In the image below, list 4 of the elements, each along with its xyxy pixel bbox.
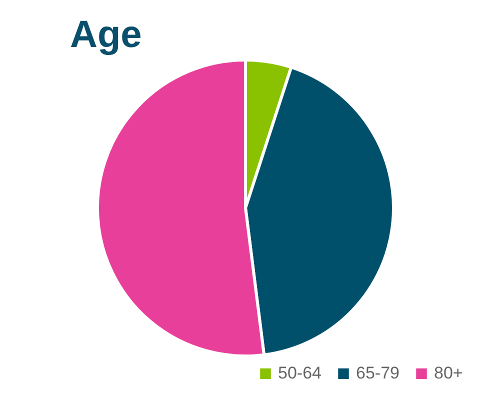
legend-label: 65-79 [356, 364, 400, 383]
legend-label: 50-64 [278, 364, 322, 383]
legend-label: 80+ [434, 364, 463, 383]
chart-title: Age [70, 14, 142, 56]
